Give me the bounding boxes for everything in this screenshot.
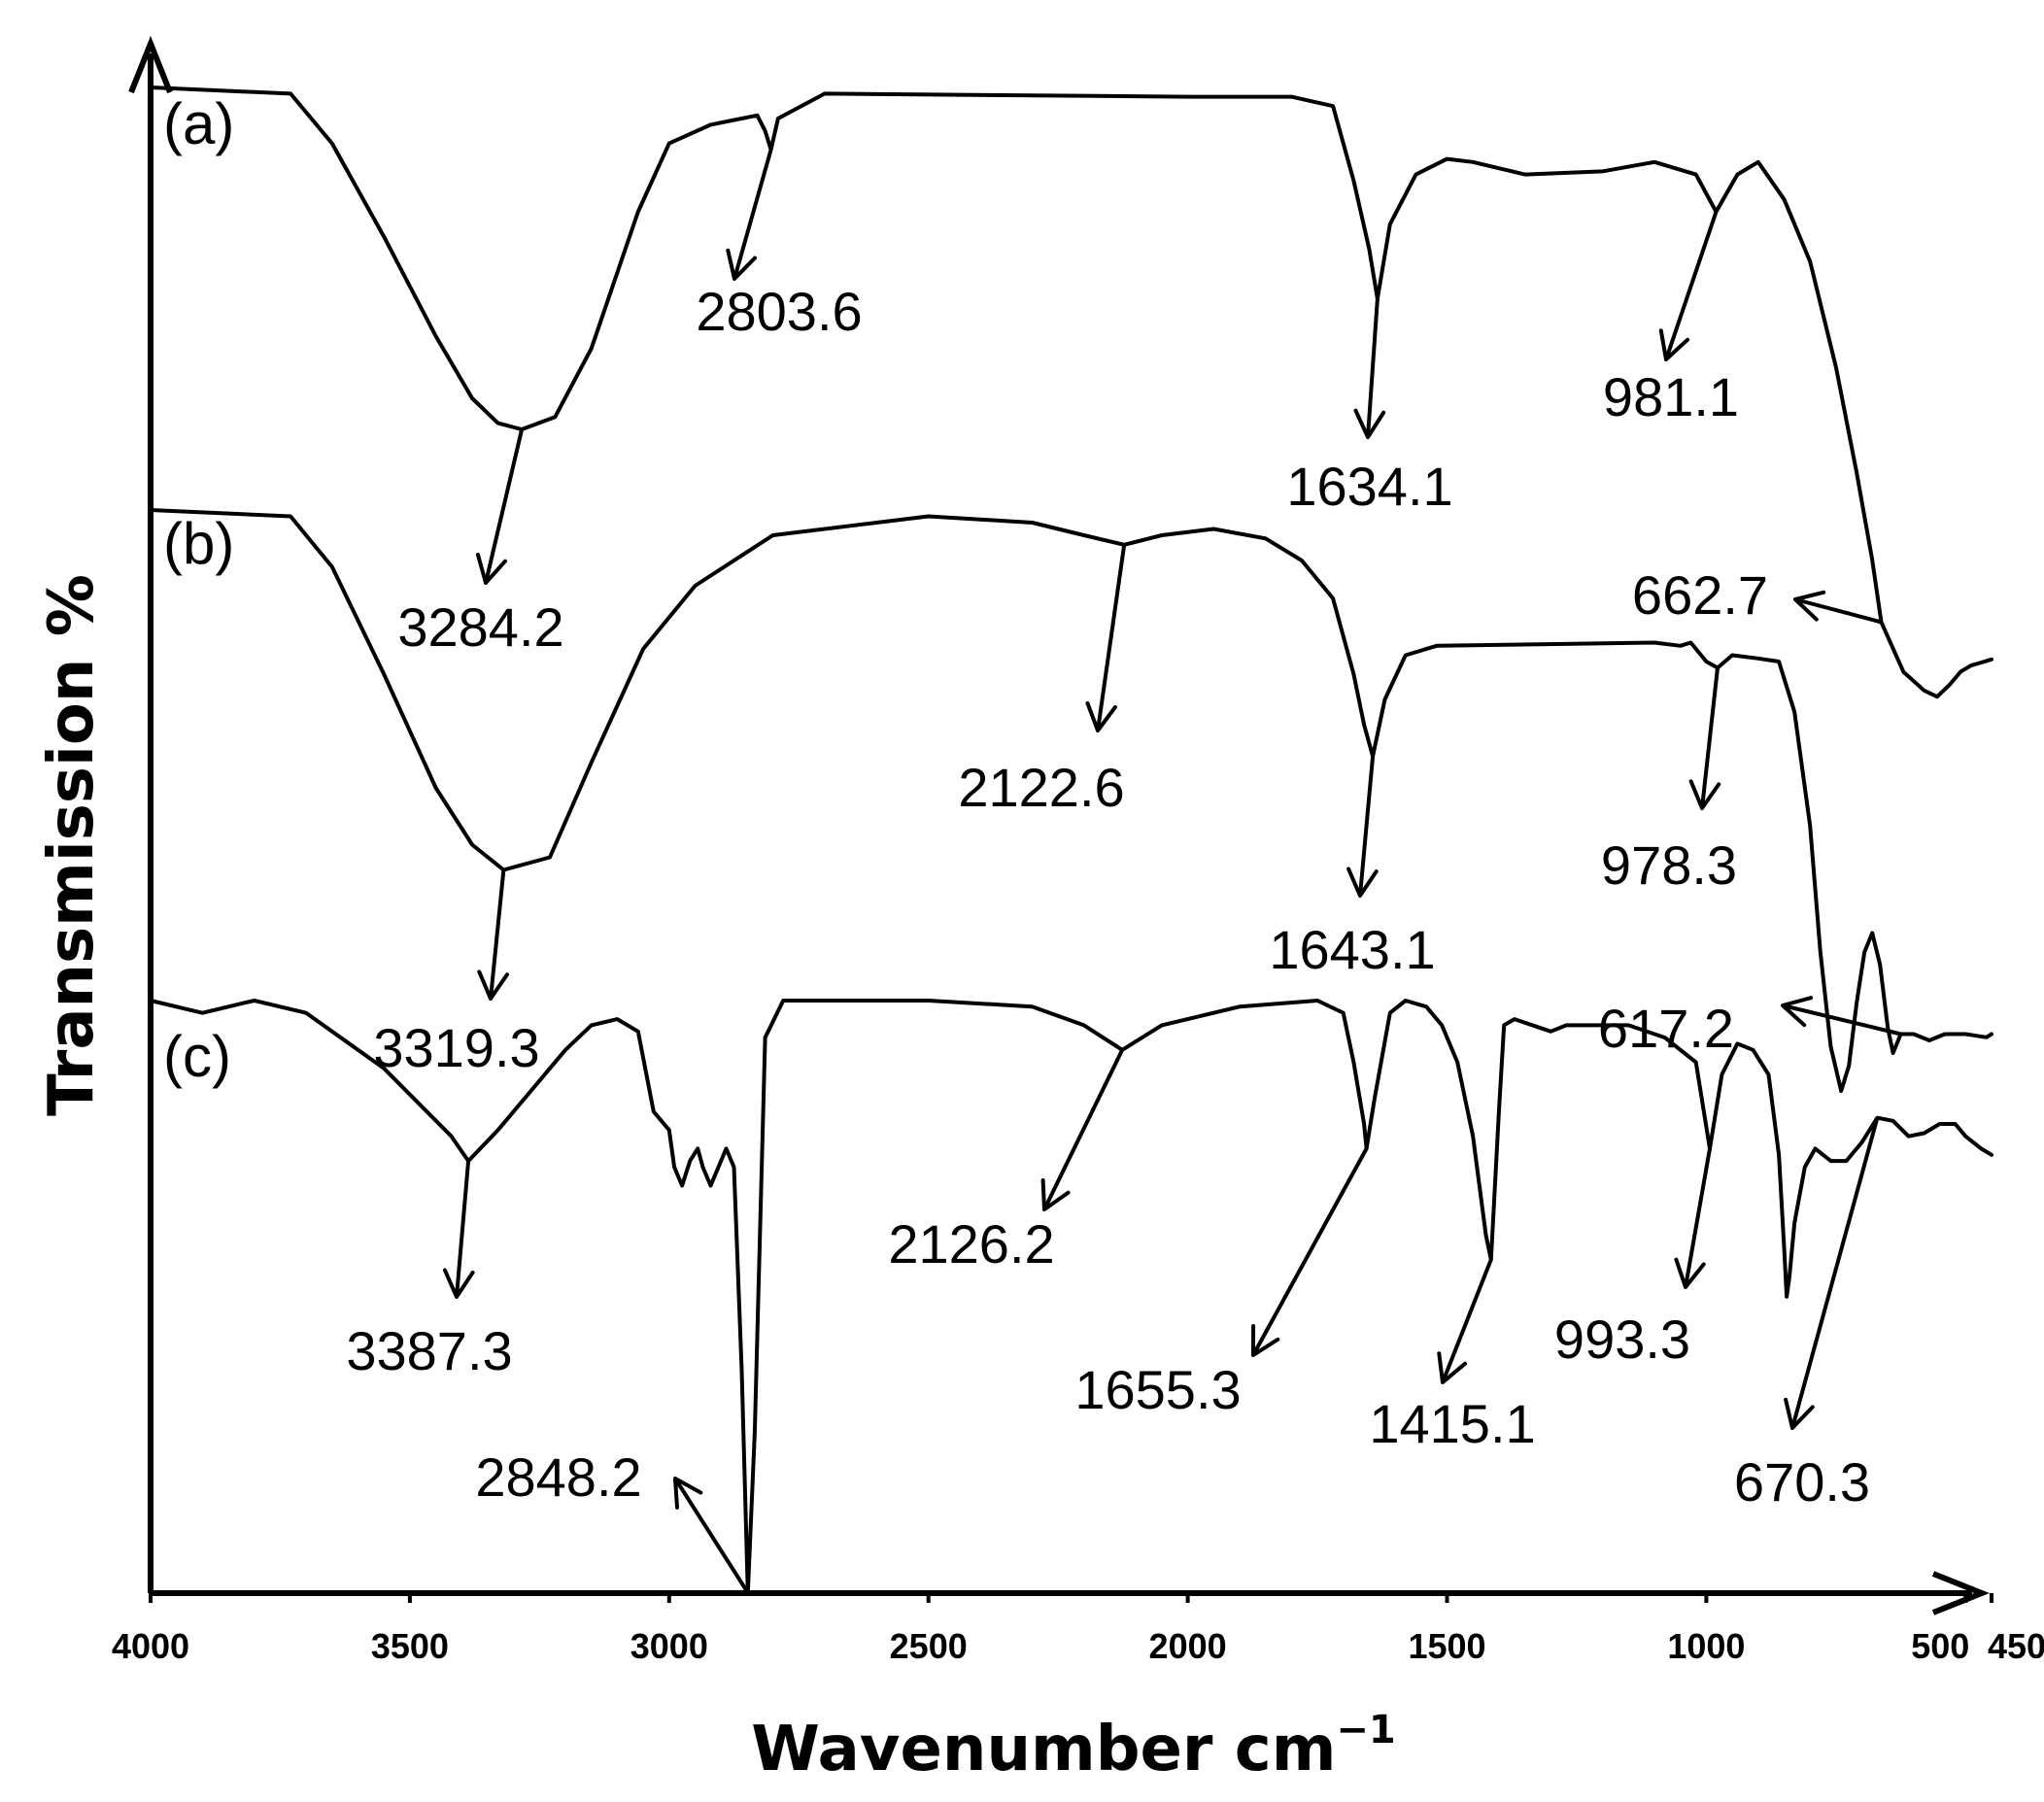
series-line-c bbox=[149, 999, 1993, 1595]
peak-arrow-670-3 bbox=[1790, 1117, 1880, 1429]
peak-label-978-3: 978.3 bbox=[1601, 834, 1737, 896]
peak-arrowhead-3387-3 bbox=[442, 1268, 475, 1299]
annotation-layer: 2803.6 3284.2 1634.1 981.1 662.7 3319.3 2122.6… bbox=[346, 149, 1902, 1594]
peak-arrow-3387-3 bbox=[455, 1160, 471, 1298]
peak-label-981-1: 981.1 bbox=[1603, 366, 1739, 427]
peak-label-2848-2: 2848.2 bbox=[475, 1446, 641, 1508]
peak-arrow-993-3 bbox=[1684, 1148, 1712, 1288]
peak-arrowhead-1415-1 bbox=[1437, 1351, 1467, 1384]
peak-arrowhead-670-3 bbox=[1784, 1397, 1815, 1430]
x-tick-label-1500: 1500 bbox=[1408, 1626, 1485, 1666]
peak-arrowhead-1634-1 bbox=[1353, 408, 1386, 439]
peak-arrowhead-2122-6 bbox=[1085, 700, 1117, 732]
axes bbox=[128, 35, 1991, 1615]
peak-label-662-7: 662.7 bbox=[1632, 564, 1768, 626]
x-tick-label-2500: 2500 bbox=[890, 1626, 968, 1666]
peak-arrowhead-662-7 bbox=[1793, 590, 1826, 622]
peak-arrowhead-978-3 bbox=[1688, 779, 1721, 810]
peak-label-1634-1: 1634.1 bbox=[1286, 456, 1452, 517]
peak-arrow-981-1 bbox=[1664, 211, 1719, 360]
series-label-b: (b) bbox=[163, 511, 234, 576]
x-tick-label-450: 450 bbox=[1988, 1626, 2044, 1666]
peak-arrowhead-617-2 bbox=[1781, 996, 1813, 1028]
x-tick-label-1000: 1000 bbox=[1667, 1626, 1745, 1666]
peak-label-670-3: 670.3 bbox=[1734, 1451, 1870, 1513]
x-tick-label-3500: 3500 bbox=[371, 1626, 449, 1666]
x-ticks: 4000 3500 3000 2500 2000 1500 1000 500 450 bbox=[112, 1593, 2044, 1666]
x-axis-arrowhead bbox=[1931, 1571, 1991, 1615]
peak-arrow-2848-2 bbox=[673, 1477, 750, 1594]
peak-arrowhead-993-3 bbox=[1674, 1257, 1706, 1289]
peak-arrowhead-1655-3 bbox=[1251, 1324, 1280, 1357]
peak-label-3387-3: 3387.3 bbox=[346, 1320, 512, 1381]
peak-arrow-1643-1 bbox=[1358, 756, 1376, 897]
peak-label-3319-3: 3319.3 bbox=[373, 1017, 539, 1078]
peak-label-1655-3: 1655.3 bbox=[1074, 1359, 1241, 1420]
peak-arrow-1415-1 bbox=[1441, 1258, 1493, 1383]
peak-arrow-1655-3 bbox=[1251, 1147, 1369, 1356]
peak-label-1643-1: 1643.1 bbox=[1269, 919, 1435, 980]
peak-arrow-2122-6 bbox=[1096, 544, 1127, 731]
peak-label-2126-2: 2126.2 bbox=[888, 1213, 1054, 1275]
x-axis-title-text: Wavenumber cm bbox=[751, 1714, 1336, 1785]
peak-arrow-978-3 bbox=[1700, 667, 1720, 809]
peak-label-1415-1: 1415.1 bbox=[1369, 1393, 1535, 1454]
peak-arrowhead-981-1 bbox=[1658, 328, 1690, 361]
x-axis-title: Wavenumber cm−1 bbox=[751, 1708, 1395, 1785]
peak-label-617-2: 617.2 bbox=[1598, 998, 1734, 1059]
peak-arrowhead-2126-2 bbox=[1040, 1178, 1071, 1211]
peak-arrow-1634-1 bbox=[1366, 298, 1380, 438]
series-label-c: (c) bbox=[163, 1024, 231, 1089]
peak-arrow-617-2 bbox=[1782, 1003, 1902, 1037]
peak-label-3284-2: 3284.2 bbox=[397, 596, 563, 658]
x-axis-title-superscript: −1 bbox=[1336, 1708, 1395, 1752]
peak-arrow-3319-3 bbox=[489, 869, 506, 1000]
peak-arrowhead-1643-1 bbox=[1346, 867, 1379, 898]
peak-arrow-2126-2 bbox=[1042, 1048, 1124, 1210]
peak-arrow-662-7 bbox=[1794, 597, 1883, 625]
peak-label-2803-6: 2803.6 bbox=[696, 281, 862, 342]
x-tick-label-4000: 4000 bbox=[112, 1626, 189, 1666]
series-label-a: (a) bbox=[163, 91, 234, 156]
series-line-b bbox=[149, 508, 1993, 1093]
peak-arrowhead-2848-2 bbox=[673, 1477, 703, 1510]
x-tick-label-2000: 2000 bbox=[1149, 1626, 1227, 1666]
y-axis-arrowhead bbox=[128, 35, 173, 94]
x-tick-label-500: 500 bbox=[1911, 1626, 1969, 1666]
peak-arrowhead-3284-2 bbox=[476, 553, 507, 585]
peak-arrow-3284-2 bbox=[484, 428, 525, 584]
x-tick-label-3000: 3000 bbox=[630, 1626, 708, 1666]
peak-arrow-2803-6 bbox=[732, 149, 773, 280]
peak-arrowhead-3319-3 bbox=[477, 969, 509, 1001]
peak-label-2122-6: 2122.6 bbox=[958, 757, 1124, 818]
peak-label-993-3: 993.3 bbox=[1554, 1309, 1690, 1370]
peak-arrowhead-2803-6 bbox=[726, 248, 757, 281]
y-axis-title: Transmission % bbox=[36, 574, 108, 1116]
